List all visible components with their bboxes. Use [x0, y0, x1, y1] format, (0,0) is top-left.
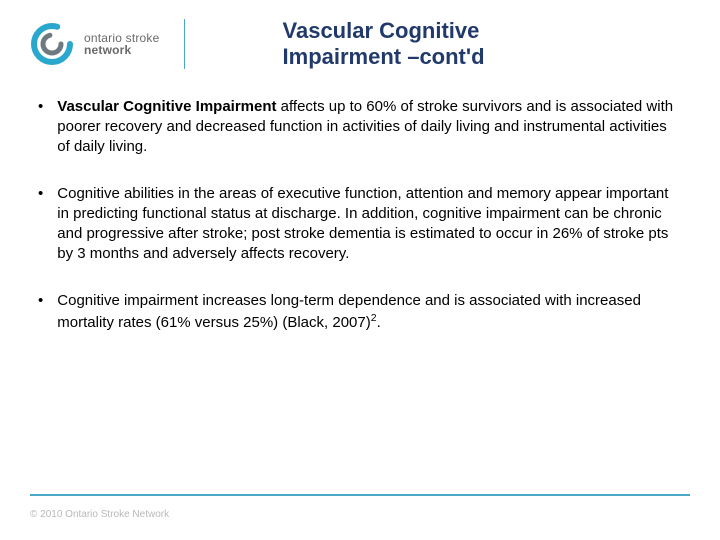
slide-header: ontario stroke network Vascular Cognitiv… — [0, 0, 720, 79]
title-line2: Impairment –cont'd — [283, 44, 690, 70]
bullet-marker: • — [38, 184, 43, 265]
footer-rule — [30, 494, 690, 496]
slide-title: Vascular Cognitive Impairment –cont'd — [213, 18, 690, 71]
copyright-text: © 2010 Ontario Stroke Network — [30, 509, 169, 520]
brand-logo: ontario stroke network — [30, 22, 160, 66]
swirl-logo-icon — [30, 22, 74, 66]
bullet-item: • Cognitive abilities in the areas of ex… — [38, 184, 682, 265]
bullet-text: Cognitive abilities in the areas of exec… — [57, 184, 682, 265]
slide-body: • Vascular Cognitive Impairment affects … — [0, 79, 720, 333]
bullet-item: • Vascular Cognitive Impairment affects … — [38, 97, 682, 158]
brand-line2: network — [84, 44, 160, 57]
bullet-bold-lead: Vascular Cognitive Impairment — [57, 98, 276, 115]
header-divider — [184, 19, 185, 69]
bullet-item: • Cognitive impairment increases long-te… — [38, 291, 682, 334]
bullet-text: Cognitive impairment increases long-term… — [57, 291, 682, 334]
bullet-tail: . — [377, 314, 381, 331]
bullet-marker: • — [38, 97, 43, 158]
bullet-marker: • — [38, 291, 43, 334]
bullet-rest: Cognitive abilities in the areas of exec… — [57, 185, 668, 263]
title-line1: Vascular Cognitive — [283, 18, 690, 44]
bullet-rest: Cognitive impairment increases long-term… — [57, 292, 641, 331]
bullet-text: Vascular Cognitive Impairment affects up… — [57, 97, 682, 158]
brand-text: ontario stroke network — [84, 32, 160, 57]
